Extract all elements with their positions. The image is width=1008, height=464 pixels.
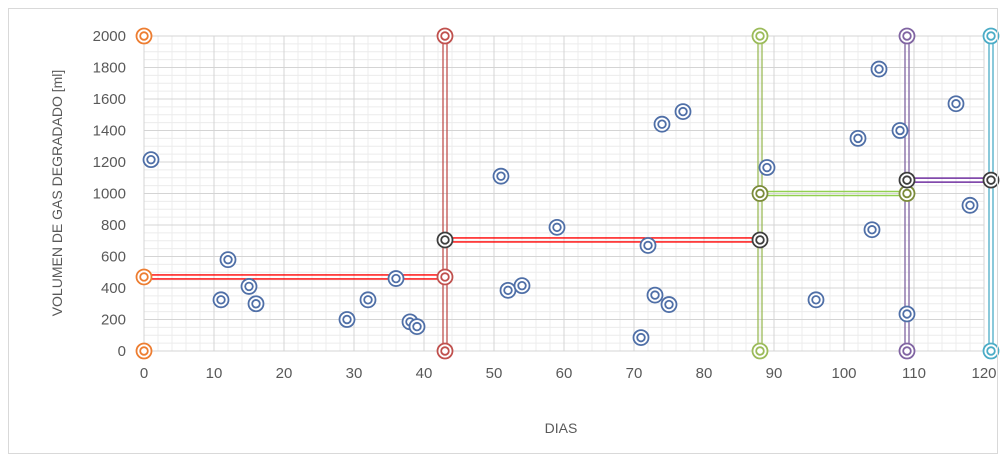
y-tick-label: 2000: [93, 28, 126, 45]
y-tick-label: 200: [101, 312, 126, 329]
x-tick-label: 30: [346, 365, 363, 382]
data-point: [359, 291, 377, 309]
boundary-marker: [982, 27, 1000, 45]
x-tick-label: 10: [206, 365, 223, 382]
y-tick-label: 600: [101, 249, 126, 266]
y-tick-label: 800: [101, 217, 126, 234]
data-point: [646, 286, 664, 304]
y-tick-labels: 0 200 400 600 800 1000 1200 1400 1600 1800 2000: [93, 28, 126, 360]
x-tick-label: 100: [831, 365, 856, 382]
y-tick-label: 1400: [93, 123, 126, 140]
data-point: [212, 291, 230, 309]
data-point: [674, 103, 692, 120]
period-mean-marker: [982, 171, 1000, 189]
x-tick-label: 50: [486, 365, 503, 382]
period-mean-marker: [751, 231, 769, 249]
x-tick-label: 110: [902, 365, 926, 382]
data-point: [142, 151, 160, 169]
y-tick-label: 1600: [93, 91, 126, 108]
data-point: [961, 196, 979, 214]
boundary-marker: [436, 342, 454, 360]
data-point: [338, 311, 356, 328]
x-tick-label: 70: [626, 365, 643, 382]
x-tick-label: 120: [971, 365, 996, 382]
data-point: [947, 95, 965, 113]
data-point: [870, 60, 888, 78]
x-tick-label: 60: [556, 365, 573, 382]
boundary-marker: [135, 342, 153, 360]
data-point: [632, 329, 650, 347]
y-tick-label: 1800: [93, 60, 126, 77]
x-tick-label: 90: [766, 365, 783, 382]
y-tick-label: 400: [101, 280, 126, 297]
data-point: [548, 218, 566, 236]
data-point: [639, 237, 657, 254]
data-points: [142, 60, 979, 347]
data-point: [849, 129, 867, 147]
mean-markers: [135, 171, 1000, 286]
data-point: [898, 305, 916, 323]
x-tick-label: 40: [416, 365, 433, 382]
data-point: [807, 291, 825, 309]
boundary-marker: [898, 342, 916, 360]
data-point: [219, 251, 237, 269]
y-tick-label: 1000: [93, 186, 126, 203]
x-tick-label: 80: [696, 365, 713, 382]
period-mean-marker: [751, 185, 769, 202]
x-tick-label: 0: [140, 365, 148, 382]
data-point: [863, 221, 881, 239]
x-axis-label: DIAS: [545, 420, 578, 436]
boundary-marker: [898, 27, 916, 45]
data-point: [247, 295, 265, 313]
data-point: [387, 270, 405, 287]
boundary-marker: [751, 342, 769, 360]
x-tick-labels: 0 10 20 30 40 50 60 70 80 90 100 110 120: [140, 365, 997, 382]
boundary-marker: [135, 27, 153, 45]
data-point: [240, 278, 258, 295]
boundary-marker: [436, 27, 454, 45]
period-mean-marker: [135, 268, 153, 286]
data-point: [758, 159, 776, 176]
period-mean-marker: [436, 268, 454, 286]
x-tick-label: 20: [276, 365, 293, 382]
boundary-marker: [982, 342, 1000, 360]
data-point: [499, 281, 517, 299]
y-axis-label: VOLUMEN DE GAS DEGRADADO [ml]: [49, 70, 65, 317]
data-point: [660, 296, 678, 313]
data-point: [408, 318, 426, 335]
y-tick-label: 0: [118, 343, 126, 360]
period-mean-marker: [436, 231, 454, 249]
period-mean-marker: [898, 171, 916, 189]
data-point: [653, 115, 671, 133]
y-tick-label: 1200: [93, 154, 126, 171]
boundary-markers: [135, 27, 1000, 360]
data-point: [492, 167, 510, 185]
data-point: [891, 122, 909, 139]
boundary-marker: [751, 27, 769, 45]
data-point: [513, 277, 531, 295]
